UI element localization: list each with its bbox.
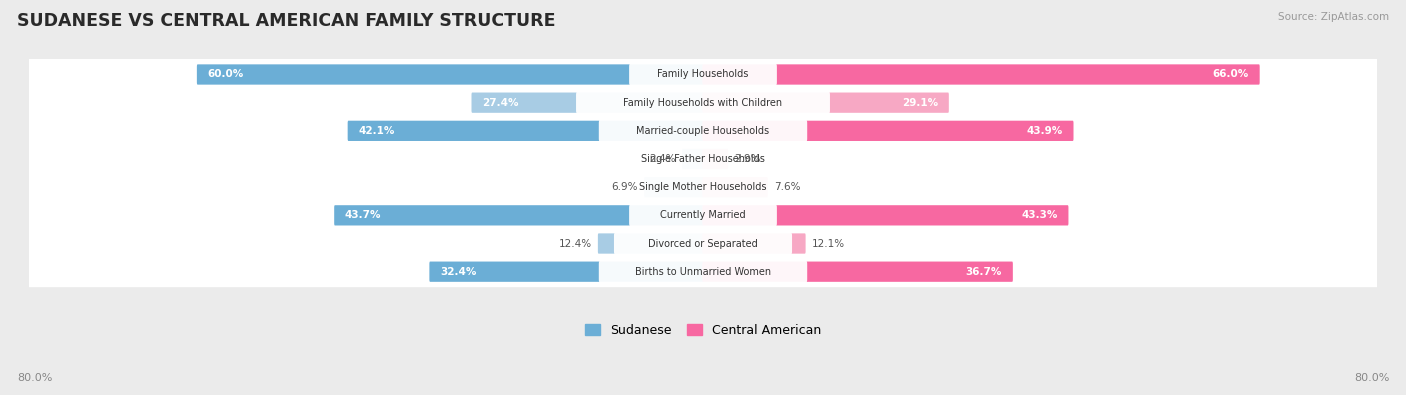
FancyBboxPatch shape — [15, 143, 1391, 175]
Text: Currently Married: Currently Married — [661, 211, 745, 220]
Text: 60.0%: 60.0% — [208, 70, 243, 79]
FancyBboxPatch shape — [576, 92, 830, 114]
FancyBboxPatch shape — [703, 121, 1074, 141]
Text: Family Households with Children: Family Households with Children — [623, 98, 783, 108]
FancyBboxPatch shape — [15, 228, 1391, 259]
FancyBboxPatch shape — [15, 256, 1391, 287]
FancyBboxPatch shape — [197, 64, 703, 85]
FancyBboxPatch shape — [603, 176, 803, 198]
Text: 2.4%: 2.4% — [650, 154, 676, 164]
Text: 6.9%: 6.9% — [612, 182, 638, 192]
FancyBboxPatch shape — [703, 233, 806, 254]
Text: 12.4%: 12.4% — [558, 239, 592, 248]
Text: SUDANESE VS CENTRAL AMERICAN FAMILY STRUCTURE: SUDANESE VS CENTRAL AMERICAN FAMILY STRU… — [17, 12, 555, 30]
Text: 29.1%: 29.1% — [901, 98, 938, 108]
Text: Single Mother Households: Single Mother Households — [640, 182, 766, 192]
FancyBboxPatch shape — [15, 87, 1391, 118]
FancyBboxPatch shape — [703, 177, 768, 198]
Text: Married-couple Households: Married-couple Households — [637, 126, 769, 136]
FancyBboxPatch shape — [644, 177, 703, 198]
Text: 27.4%: 27.4% — [482, 98, 519, 108]
FancyBboxPatch shape — [471, 92, 703, 113]
FancyBboxPatch shape — [15, 59, 1391, 90]
FancyBboxPatch shape — [703, 205, 1069, 226]
FancyBboxPatch shape — [335, 205, 703, 226]
FancyBboxPatch shape — [598, 233, 703, 254]
FancyBboxPatch shape — [682, 149, 703, 169]
Text: 36.7%: 36.7% — [966, 267, 1002, 276]
Text: Family Households: Family Households — [658, 70, 748, 79]
Legend: Sudanese, Central American: Sudanese, Central American — [579, 318, 827, 343]
FancyBboxPatch shape — [599, 120, 807, 142]
Text: 43.9%: 43.9% — [1026, 126, 1063, 136]
FancyBboxPatch shape — [429, 261, 703, 282]
Text: 66.0%: 66.0% — [1212, 70, 1249, 79]
FancyBboxPatch shape — [628, 204, 778, 226]
Text: Source: ZipAtlas.com: Source: ZipAtlas.com — [1278, 12, 1389, 22]
FancyBboxPatch shape — [15, 172, 1391, 203]
FancyBboxPatch shape — [15, 115, 1391, 146]
Text: 32.4%: 32.4% — [440, 267, 477, 276]
FancyBboxPatch shape — [703, 92, 949, 113]
FancyBboxPatch shape — [703, 64, 1260, 85]
FancyBboxPatch shape — [15, 200, 1391, 231]
Text: 7.6%: 7.6% — [773, 182, 800, 192]
Text: 42.1%: 42.1% — [359, 126, 395, 136]
Text: 2.9%: 2.9% — [734, 154, 761, 164]
FancyBboxPatch shape — [603, 148, 803, 170]
FancyBboxPatch shape — [347, 121, 703, 141]
Text: 80.0%: 80.0% — [1354, 373, 1389, 383]
FancyBboxPatch shape — [703, 149, 728, 169]
Text: 12.1%: 12.1% — [811, 239, 845, 248]
FancyBboxPatch shape — [614, 233, 792, 254]
FancyBboxPatch shape — [703, 261, 1012, 282]
Text: 80.0%: 80.0% — [17, 373, 52, 383]
Text: Divorced or Separated: Divorced or Separated — [648, 239, 758, 248]
Text: 43.7%: 43.7% — [344, 211, 381, 220]
Text: Births to Unmarried Women: Births to Unmarried Women — [636, 267, 770, 276]
Text: 43.3%: 43.3% — [1021, 211, 1057, 220]
FancyBboxPatch shape — [628, 64, 778, 85]
Text: Single Father Households: Single Father Households — [641, 154, 765, 164]
FancyBboxPatch shape — [599, 261, 807, 283]
